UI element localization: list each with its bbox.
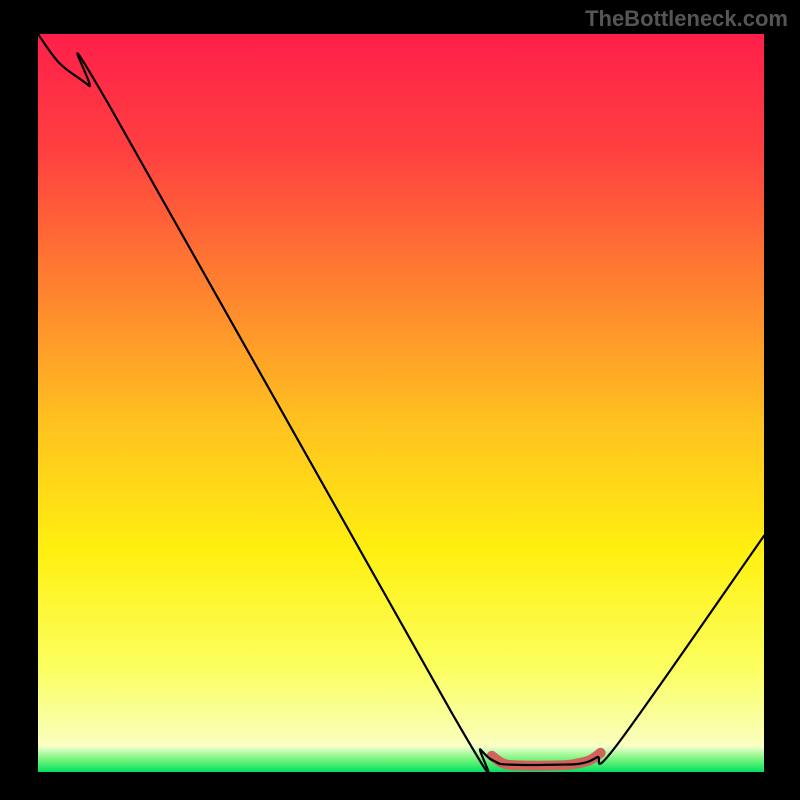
curve-layer: [38, 34, 764, 772]
chart-container: TheBottleneck.com: [0, 0, 800, 800]
watermark-text: TheBottleneck.com: [585, 6, 788, 32]
plot-area: [38, 34, 764, 772]
bottleneck-curve: [38, 34, 764, 772]
